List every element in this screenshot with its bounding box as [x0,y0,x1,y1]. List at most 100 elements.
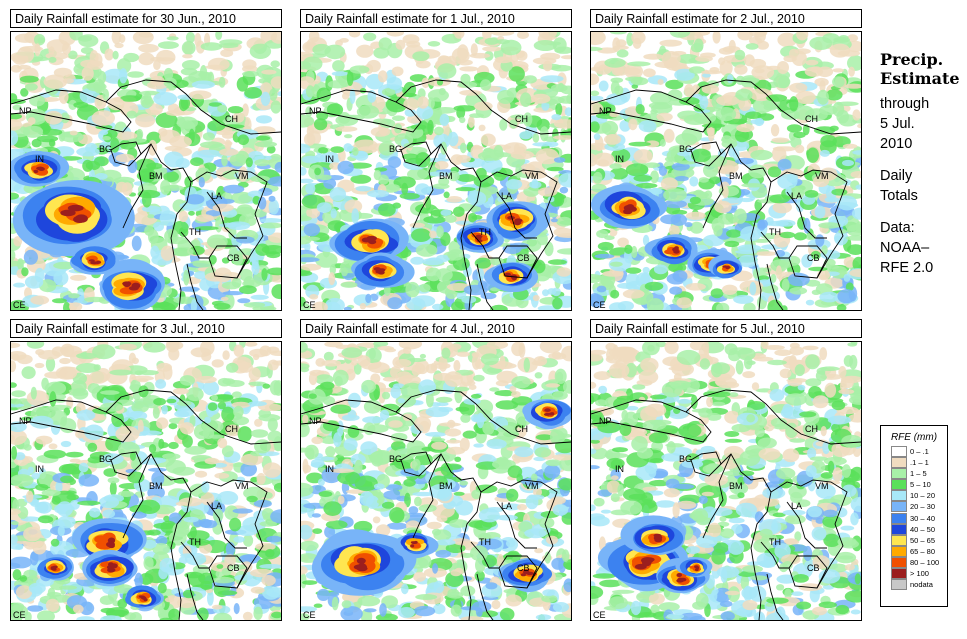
rain-cell [158,566,169,580]
rain-cell [12,104,22,111]
rain-cell [672,270,688,283]
rain-cell [226,362,239,373]
rain-cell [617,301,634,310]
rain-cell [23,526,42,542]
rain-cell [627,61,651,67]
rain-cell [242,611,253,620]
rain-cell [357,355,371,367]
rain-cell [665,79,684,90]
rain-cell [642,266,650,274]
country-border [760,231,789,259]
rain-cell [330,404,352,414]
rain-cell [657,79,664,85]
rain-cell [71,380,87,394]
rain-cell [509,119,518,129]
rain-cell [415,60,431,69]
rain-cell [511,376,531,389]
rain-cell [323,351,334,362]
rain-cell [836,304,847,310]
rain-cell [852,109,861,121]
country-border [395,79,571,135]
rain-cell [180,422,194,435]
rain-cell [251,255,259,270]
country-border [766,263,784,310]
country-label-vm: VM [815,171,829,181]
rain-cell [330,146,345,153]
rain-cell [354,459,363,474]
rain-cell [824,196,839,203]
rain-cell [313,603,323,608]
rain-cell [143,342,166,353]
rain-cell [751,65,775,80]
country-label-ce: CE [13,300,26,310]
rain-cell [128,138,147,143]
rain-cell [645,140,660,148]
rain-cell [604,134,622,145]
rain-cell [32,540,47,555]
rain-cell [556,267,571,277]
rain-cell [536,232,548,246]
rain-cell [212,604,223,610]
rain-cell [597,241,614,251]
rain-cell [269,350,281,356]
rain-cell [750,149,773,161]
rain-cluster [110,563,118,569]
rain-cell [219,148,239,156]
rain-cell [710,288,724,299]
rain-cell [139,430,162,436]
rain-cell [57,515,76,529]
rain-cell [114,42,124,49]
rain-cell [203,249,214,256]
rain-cell [207,590,214,606]
rainfall-map: NP CH IN BG BM VM LA TH CB CE [590,31,862,311]
rain-cell [377,499,384,504]
rain-cell [369,450,392,465]
rain-cell [329,591,340,597]
rain-cell [48,138,56,147]
rain-cell [250,586,265,594]
country-label-la: LA [791,191,802,201]
rain-cell [534,372,543,379]
rain-cell [689,221,704,234]
rain-cell [829,125,839,132]
rain-cell [425,391,434,408]
rain-cell [704,190,713,199]
rain-cell [177,597,196,609]
rain-cell [735,75,745,85]
rain-cell [489,387,500,392]
rain-cell [789,287,808,295]
rain-cell [337,495,345,505]
rain-cell [664,156,675,162]
rain-cell [356,105,380,119]
rain-cell [211,359,224,368]
rain-cell [468,116,475,128]
rain-cell [723,165,736,173]
rain-cell [728,39,736,52]
rain-cell [302,414,309,425]
rain-cell [555,102,563,116]
rain-cell [533,487,542,497]
country-border [180,231,209,259]
rain-cluster [94,261,101,264]
rain-cell [775,265,782,280]
rain-cell [717,213,738,225]
rain-cell [379,118,396,129]
rainfall-map: NP CH IN BG BM VM LA TH CB CE [10,31,282,311]
country-label-ce: CE [593,300,606,310]
rain-cell [226,221,251,230]
rain-cell [412,51,430,61]
rain-cell [414,496,422,507]
rain-cell [301,366,310,373]
rain-cell [690,42,703,53]
rain-cell [737,32,753,41]
rain-cell [123,52,140,63]
rain-cell [238,166,248,182]
rain-cell [150,56,165,62]
rain-cell [789,96,799,112]
rain-cell [184,446,207,455]
rain-cell [520,477,543,486]
rain-cell [785,186,792,196]
rain-cell [174,410,190,418]
rain-cell [709,176,721,185]
rain-cell [519,131,532,140]
